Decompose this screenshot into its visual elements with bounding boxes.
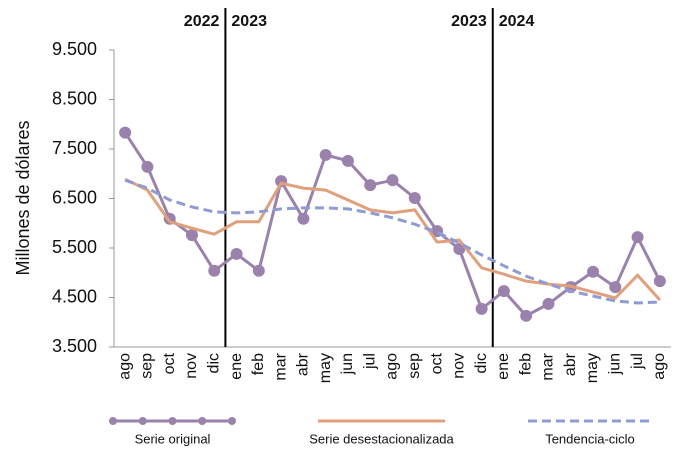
series-marker xyxy=(609,281,622,294)
legend-marker xyxy=(109,417,117,425)
legend-marker xyxy=(168,417,177,425)
series-marker xyxy=(252,264,265,277)
x-tick-label: sep xyxy=(406,353,423,379)
x-tick-label: dic xyxy=(205,353,222,373)
x-tick-label: abr xyxy=(562,352,579,376)
y-tick-label: 5.500 xyxy=(52,237,97,257)
x-tick-label: nov xyxy=(451,353,468,379)
legend-marker xyxy=(198,417,207,425)
series-marker xyxy=(364,179,377,192)
y-tick-label: 6.500 xyxy=(52,187,97,207)
series-line xyxy=(124,177,661,301)
series-marker xyxy=(230,247,243,260)
series-marker xyxy=(497,285,510,298)
legend-marker xyxy=(138,417,147,425)
series-marker xyxy=(119,126,132,139)
legend-label: Tendencia-ciclo xyxy=(545,431,635,446)
x-tick-label: mar xyxy=(540,352,557,380)
x-tick-label: ago xyxy=(651,353,668,380)
series-marker xyxy=(341,154,354,167)
x-tick-label: dic xyxy=(473,353,490,373)
x-tick-label: sep xyxy=(139,353,156,379)
x-tick-label: may xyxy=(317,353,334,383)
y-tick-label: 7.500 xyxy=(52,138,97,158)
legend-label: Serie original xyxy=(135,431,211,446)
series-marker xyxy=(542,297,555,310)
series-line xyxy=(124,178,660,305)
x-tick-label: oct xyxy=(161,352,178,374)
x-tick-label: jun xyxy=(607,353,624,375)
x-tick-label: ene xyxy=(228,353,245,380)
y-tick-label: 4.500 xyxy=(52,286,97,306)
x-tick-label: jul xyxy=(629,353,646,370)
x-tick-label: may xyxy=(584,353,601,383)
year-label: 2022 xyxy=(184,13,220,30)
series-marker xyxy=(631,231,644,244)
x-tick-label: ago xyxy=(116,353,133,380)
series-marker xyxy=(319,148,332,161)
x-tick-label: oct xyxy=(428,352,445,374)
series-marker xyxy=(587,265,600,278)
x-tick-label: ene xyxy=(495,353,512,380)
x-tick-label: ago xyxy=(384,353,401,380)
year-label: 2023 xyxy=(231,13,267,30)
year-label: 2024 xyxy=(499,13,535,30)
series-marker xyxy=(297,212,310,225)
series-marker xyxy=(185,229,198,242)
series-marker xyxy=(141,160,154,173)
x-tick-label: abr xyxy=(295,352,312,376)
x-tick-label: jul xyxy=(361,353,378,370)
series-marker xyxy=(386,174,399,187)
y-axis-label: Millones de dólares xyxy=(13,120,33,275)
x-tick-label: jun xyxy=(339,353,356,375)
series-marker xyxy=(475,302,488,315)
legend-label: Serie desestacionalizada xyxy=(309,431,454,446)
series-marker xyxy=(520,309,533,322)
x-tick-label: feb xyxy=(250,353,267,375)
legend-marker xyxy=(228,417,236,425)
series-marker xyxy=(408,192,421,205)
x-tick-label: mar xyxy=(272,352,289,380)
year-label: 2023 xyxy=(451,13,487,30)
series-marker xyxy=(208,264,221,277)
x-tick-label: feb xyxy=(517,353,534,375)
y-tick-label: 3.500 xyxy=(52,336,97,356)
x-tick-label: nov xyxy=(183,353,200,379)
y-tick-label: 8.500 xyxy=(52,88,97,108)
y-tick-label: 9.500 xyxy=(52,39,97,59)
series-marker xyxy=(653,275,666,288)
